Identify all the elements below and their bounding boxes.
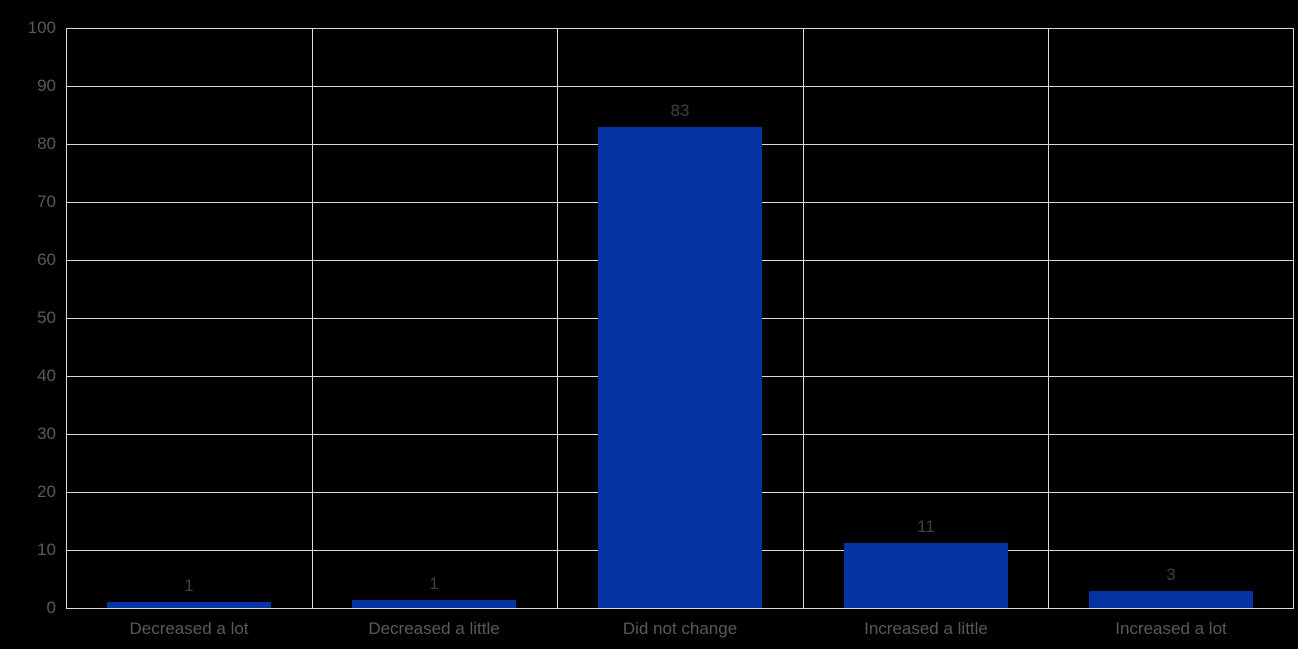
bar bbox=[352, 600, 516, 608]
x-category-label: Increased a lot bbox=[1115, 619, 1227, 638]
bar bbox=[1089, 591, 1253, 608]
y-tick-label: 80 bbox=[37, 134, 56, 153]
x-category-label: Decreased a little bbox=[368, 619, 500, 638]
horizontal-gridline bbox=[66, 608, 1294, 609]
bar-value-label: 3 bbox=[1166, 565, 1176, 584]
bar-value-label: 1 bbox=[429, 574, 439, 593]
y-tick-label: 0 bbox=[46, 598, 56, 617]
bar bbox=[844, 543, 1008, 608]
x-category-label: Decreased a lot bbox=[129, 619, 249, 638]
vertical-gridline bbox=[1048, 28, 1049, 608]
y-axis-line bbox=[66, 28, 67, 608]
vertical-gridline bbox=[312, 28, 313, 608]
y-tick-label: 30 bbox=[37, 424, 56, 443]
y-tick-label: 40 bbox=[37, 366, 56, 385]
y-tick-label: 90 bbox=[37, 76, 56, 95]
y-tick-label: 70 bbox=[37, 192, 56, 211]
y-tick-label: 60 bbox=[37, 250, 56, 269]
bar-value-label: 1 bbox=[184, 576, 194, 595]
x-category-label: Did not change bbox=[622, 619, 738, 638]
bar-value-label: 11 bbox=[917, 517, 935, 536]
vertical-gridline bbox=[1293, 28, 1294, 608]
y-tick-label: 10 bbox=[37, 540, 56, 559]
bar-value-label: 83 bbox=[670, 101, 690, 120]
vertical-gridline bbox=[557, 28, 558, 608]
horizontal-gridline bbox=[66, 86, 1294, 87]
y-tick-label: 100 bbox=[27, 18, 56, 37]
horizontal-gridline bbox=[66, 28, 1294, 29]
y-tick-label: 20 bbox=[37, 482, 56, 501]
bar bbox=[598, 127, 762, 608]
x-category-label: Increased a little bbox=[864, 619, 988, 638]
vertical-gridline bbox=[803, 28, 804, 608]
plot-area: 1 1 83 11 3 bbox=[66, 28, 1294, 609]
y-tick-label: 50 bbox=[37, 308, 56, 327]
bar bbox=[107, 602, 271, 608]
